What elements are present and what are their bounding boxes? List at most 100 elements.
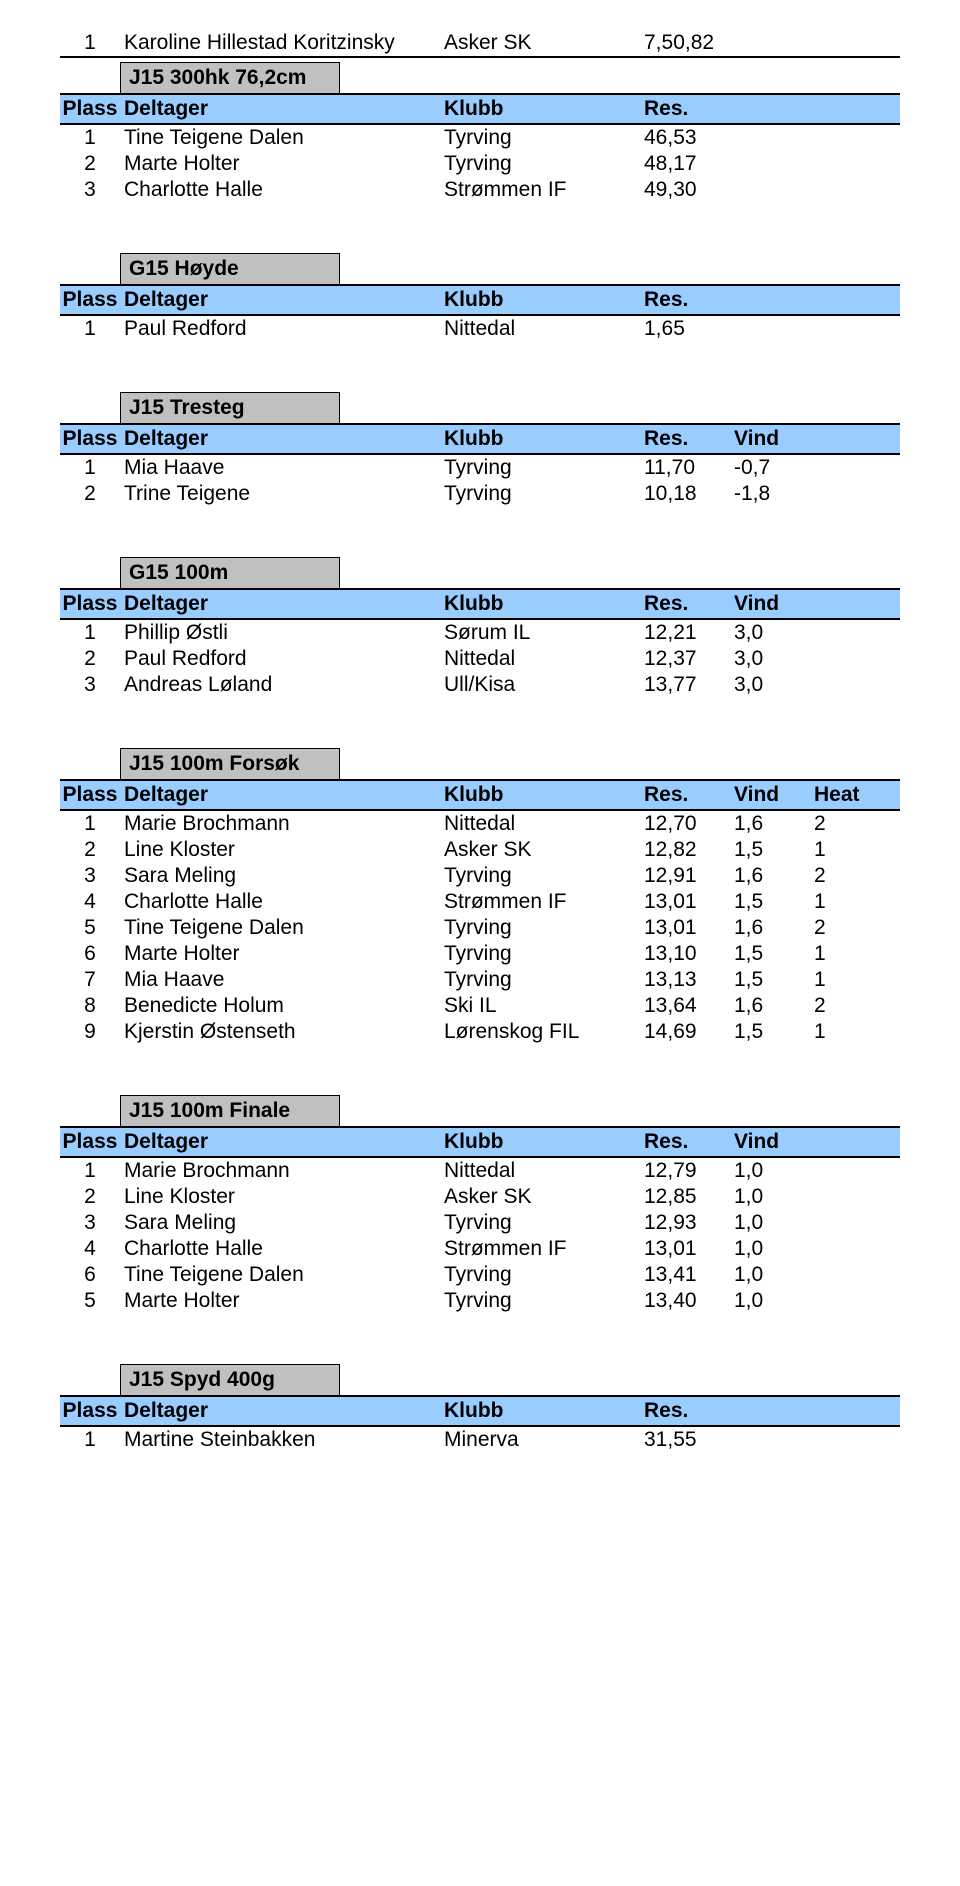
- cell-heat: 1: [814, 942, 874, 966]
- table-row: 1Mia HaaveTyrving11,70-0,7: [60, 455, 900, 481]
- header-deltager: Deltager: [120, 427, 444, 451]
- cell-klubb: Tyrving: [444, 1289, 644, 1313]
- event-title-row: G15 Høyde: [60, 253, 900, 284]
- cell-heat: 2: [814, 916, 874, 940]
- cell-plass: 2: [60, 152, 120, 176]
- cell-res: 31,55: [644, 1428, 734, 1452]
- cell-deltager: Benedicte Holum: [120, 994, 444, 1018]
- cell-res: 12,91: [644, 864, 734, 888]
- cell-res: 12,70: [644, 812, 734, 836]
- event-title-row: G15 100m: [60, 557, 900, 588]
- cell-heat: 1: [814, 890, 874, 914]
- cell-vind: 1,0: [734, 1289, 814, 1313]
- cell-klubb: Tyrving: [444, 916, 644, 940]
- cell-klubb: Tyrving: [444, 1263, 644, 1287]
- event-title: J15 Tresteg: [120, 392, 340, 423]
- table-header-row: PlassDeltagerKlubbRes.: [60, 1395, 900, 1427]
- event-title-row: J15 Spyd 400g: [60, 1364, 900, 1395]
- table-header-row: PlassDeltagerKlubbRes.VindHeat: [60, 779, 900, 811]
- result-section: G15 100mPlassDeltagerKlubbRes.Vind1Phill…: [60, 557, 900, 698]
- cell-deltager: Charlotte Halle: [120, 890, 444, 914]
- cell-res: 49,30: [644, 178, 734, 202]
- cell-klubb: Tyrving: [444, 1211, 644, 1235]
- cell-plass: 2: [60, 482, 120, 506]
- cell-plass: 2: [60, 647, 120, 671]
- cell-klubb: Tyrving: [444, 482, 644, 506]
- cell-klubb: Minerva: [444, 1428, 644, 1452]
- cell-vind: 1,5: [734, 890, 814, 914]
- cell-vind: -1,8: [734, 482, 814, 506]
- cell-vind: 3,0: [734, 621, 814, 645]
- event-title-row: J15 100m Finale: [60, 1095, 900, 1126]
- cell-res: 13,01: [644, 916, 734, 940]
- header-plass: Plass: [60, 97, 120, 121]
- header-plass: Plass: [60, 592, 120, 616]
- cell-vind: 1,0: [734, 1159, 814, 1183]
- cell-deltager: Martine Steinbakken: [120, 1428, 444, 1452]
- table-row: 1Marie BrochmannNittedal12,791,0: [60, 1158, 900, 1184]
- header-plass: Plass: [60, 427, 120, 451]
- header-deltager: Deltager: [120, 783, 444, 807]
- cell-res: 48,17: [644, 152, 734, 176]
- cell-klubb: Nittedal: [444, 317, 644, 341]
- event-title: G15 Høyde: [120, 253, 340, 284]
- table-row: 2Line KlosterAsker SK12,821,51: [60, 837, 900, 863]
- cell-klubb: Tyrving: [444, 152, 644, 176]
- header-res: Res.: [644, 1399, 734, 1423]
- cell-plass: 7: [60, 968, 120, 992]
- header-klubb: Klubb: [444, 1399, 644, 1423]
- cell-deltager: Paul Redford: [120, 317, 444, 341]
- header-res: Res.: [644, 97, 734, 121]
- cell-klubb: Tyrving: [444, 126, 644, 150]
- table-row: 2Marte HolterTyrving48,17: [60, 151, 900, 177]
- header-res: Res.: [644, 288, 734, 312]
- cell-klubb: Ski IL: [444, 994, 644, 1018]
- table-row: 7Mia HaaveTyrving13,131,51: [60, 967, 900, 993]
- cell-vind: 3,0: [734, 673, 814, 697]
- cell-deltager: Charlotte Halle: [120, 178, 444, 202]
- cell-klubb: Nittedal: [444, 1159, 644, 1183]
- cell-klubb: Tyrving: [444, 942, 644, 966]
- cell-klubb: Strømmen IF: [444, 890, 644, 914]
- cell-res: 12,79: [644, 1159, 734, 1183]
- cell-res: 12,21: [644, 621, 734, 645]
- cell-res: 11,70: [644, 456, 734, 480]
- header-res: Res.: [644, 783, 734, 807]
- cell-plass: 4: [60, 1237, 120, 1261]
- header-deltager: Deltager: [120, 1130, 444, 1154]
- table-row: 5Tine Teigene DalenTyrving13,011,62: [60, 915, 900, 941]
- cell-klubb: Nittedal: [444, 812, 644, 836]
- header-klubb: Klubb: [444, 783, 644, 807]
- cell-klubb: Asker SK: [444, 838, 644, 862]
- cell-res: 13,41: [644, 1263, 734, 1287]
- event-title-row: J15 300hk 76,2cm: [60, 62, 900, 93]
- header-res: Res.: [644, 1130, 734, 1154]
- table-row: 2Paul RedfordNittedal12,373,0: [60, 646, 900, 672]
- cell-klubb: Asker SK: [444, 1185, 644, 1209]
- cell-deltager: Line Kloster: [120, 1185, 444, 1209]
- cell-klubb: Nittedal: [444, 647, 644, 671]
- cell-plass: 9: [60, 1020, 120, 1044]
- header-klubb: Klubb: [444, 288, 644, 312]
- header-plass: Plass: [60, 1130, 120, 1154]
- header-res: Res.: [644, 592, 734, 616]
- cell-deltager: Marte Holter: [120, 1289, 444, 1313]
- cell-plass: 1: [60, 31, 120, 55]
- cell-deltager: Marie Brochmann: [120, 1159, 444, 1183]
- table-row: 1Martine SteinbakkenMinerva31,55: [60, 1427, 900, 1453]
- cell-vind: 1,5: [734, 942, 814, 966]
- cell-plass: 1: [60, 1428, 120, 1452]
- cell-deltager: Tine Teigene Dalen: [120, 126, 444, 150]
- cell-plass: 2: [60, 1185, 120, 1209]
- event-title: G15 100m: [120, 557, 340, 588]
- cell-deltager: Kjerstin Østenseth: [120, 1020, 444, 1044]
- table-row: 2Trine TeigeneTyrving10,18-1,8: [60, 481, 900, 507]
- header-plass: Plass: [60, 783, 120, 807]
- cell-heat: 2: [814, 812, 874, 836]
- cell-plass: 4: [60, 890, 120, 914]
- top-result-row: 1 Karoline Hillestad Koritzinsky Asker S…: [60, 30, 900, 58]
- event-title-row: J15 Tresteg: [60, 392, 900, 423]
- cell-deltager: Line Kloster: [120, 838, 444, 862]
- cell-deltager: Karoline Hillestad Koritzinsky: [120, 31, 444, 55]
- cell-deltager: Mia Haave: [120, 456, 444, 480]
